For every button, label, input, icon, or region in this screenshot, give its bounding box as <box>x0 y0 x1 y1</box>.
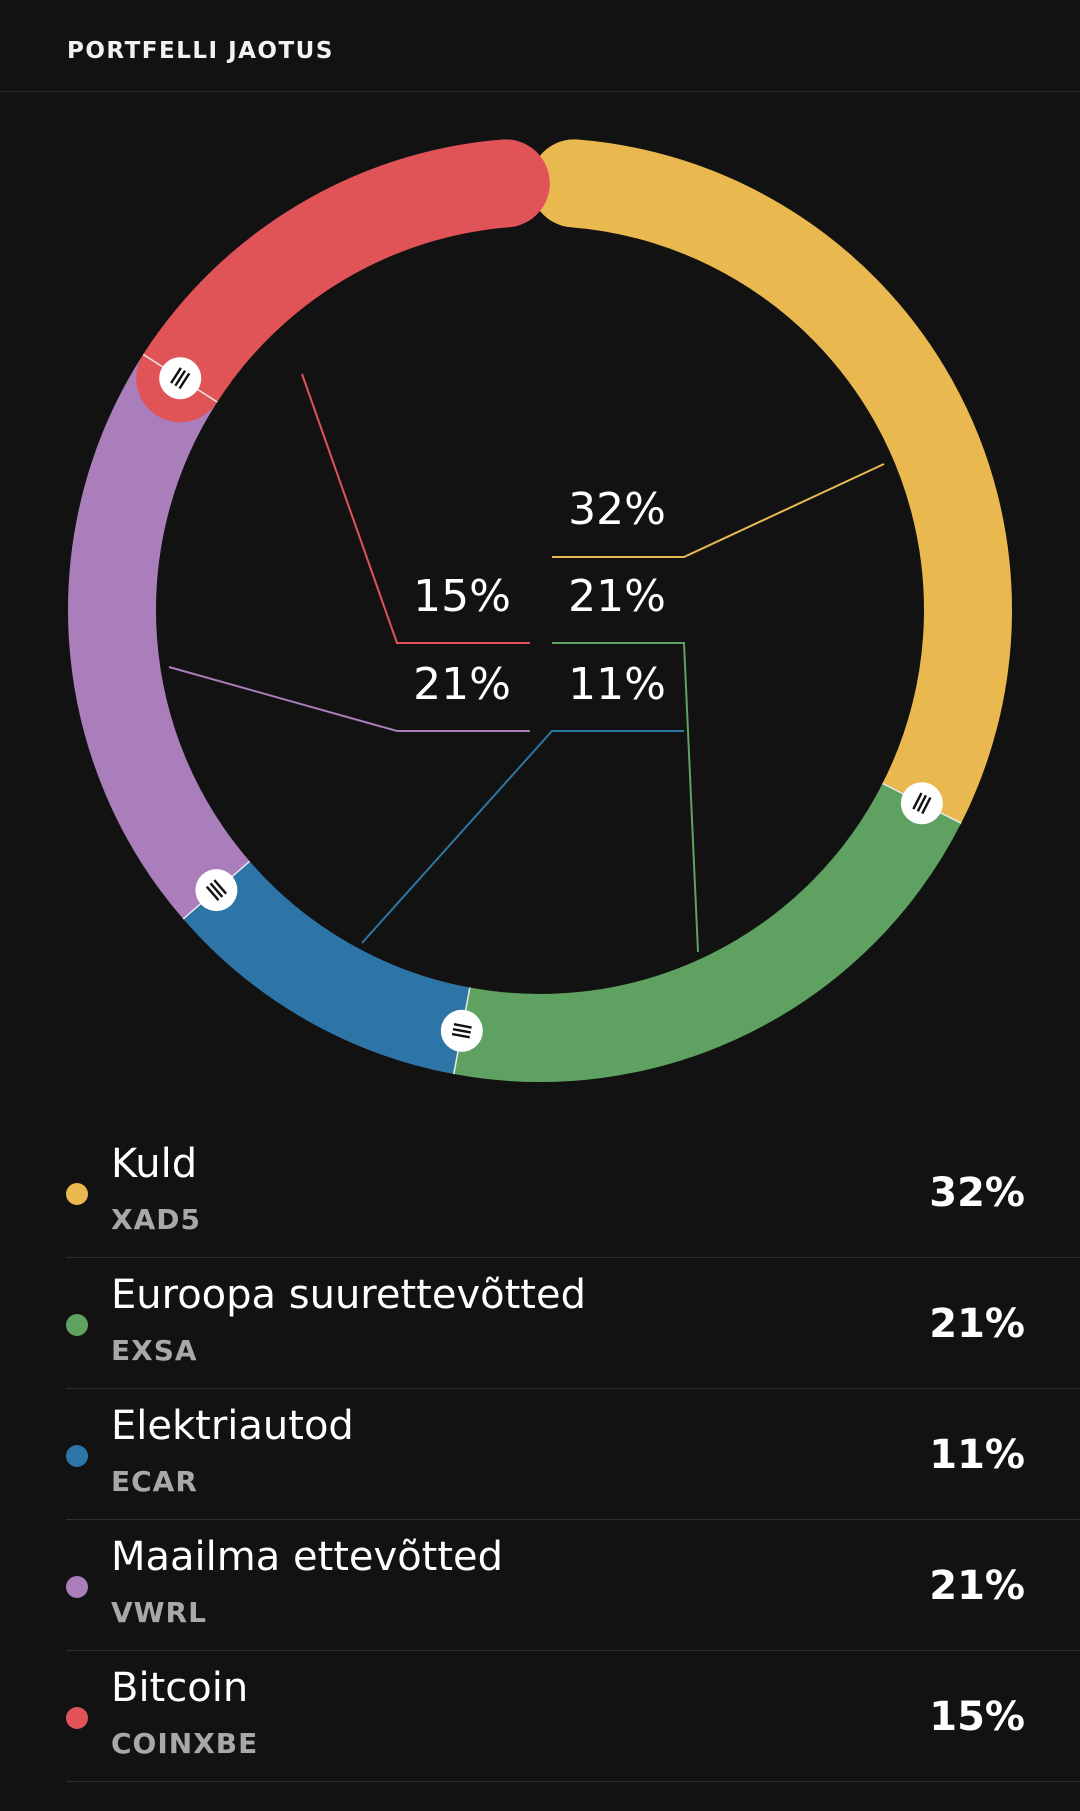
drag-handle-icon[interactable] <box>440 1009 483 1052</box>
donut-slice-exsa[interactable] <box>453 783 962 1082</box>
leader-line-exsa <box>552 642 699 953</box>
color-dot-icon <box>66 1183 88 1205</box>
drag-handle-icon[interactable] <box>159 357 202 400</box>
holding-percent: 21% <box>929 1563 1025 1609</box>
holding-name: Elektriautod <box>111 1403 354 1449</box>
slice-percent-label: 21% <box>568 571 666 622</box>
list-item[interactable]: Bitcoin COINXBE 15% <box>66 1651 1080 1782</box>
donut-slice-ecar[interactable] <box>183 860 471 1075</box>
holding-ticker: COINXBE <box>111 1727 259 1760</box>
holding-name: Kuld <box>111 1141 198 1187</box>
donut-slice-coinxbe[interactable] <box>136 139 550 423</box>
list-item[interactable]: Euroopa suurettevõtted EXSA 21% <box>66 1258 1080 1389</box>
color-dot-icon <box>66 1314 88 1336</box>
color-dot-icon <box>66 1707 88 1729</box>
leader-line-ecar <box>361 730 684 944</box>
donut-slice-xad5[interactable] <box>530 139 1012 848</box>
donut-slice-vwrl[interactable] <box>68 354 250 919</box>
slice-percent-label: 32% <box>568 484 666 535</box>
leader-line-coinxbe <box>301 373 530 644</box>
holding-name: Euroopa suurettevõtted <box>111 1272 586 1318</box>
header: PORTFELLI JAOTUS <box>0 0 1080 92</box>
list-item[interactable]: Kuld XAD5 32% <box>66 1127 1080 1258</box>
holding-name: Bitcoin <box>111 1665 249 1711</box>
drag-handle-icon[interactable] <box>900 782 943 825</box>
holding-percent: 15% <box>929 1694 1025 1740</box>
drag-handle-icon[interactable] <box>195 869 238 912</box>
list-item[interactable]: Elektriautod ECAR 11% <box>66 1389 1080 1520</box>
slice-percent-label: 15% <box>413 571 511 622</box>
page-title: PORTFELLI JAOTUS <box>67 38 334 64</box>
holding-ticker: XAD5 <box>111 1203 201 1236</box>
holding-percent: 32% <box>929 1170 1025 1216</box>
holding-ticker: VWRL <box>111 1596 207 1629</box>
holding-ticker: EXSA <box>111 1334 198 1367</box>
slice-percent-label: 21% <box>413 659 511 710</box>
holding-percent: 11% <box>929 1432 1025 1478</box>
color-dot-icon <box>66 1576 88 1598</box>
allocation-legend: Kuld XAD5 32% Euroopa suurettevõtted EXS… <box>0 1127 1080 1782</box>
leader-line-vwrl <box>168 666 530 732</box>
slice-percent-label: 11% <box>568 659 666 710</box>
allocation-donut-chart: 32% 21% 11% 21% 15% <box>68 139 1012 1082</box>
holding-percent: 21% <box>929 1301 1025 1347</box>
color-dot-icon <box>66 1445 88 1467</box>
holding-name: Maailma ettevõtted <box>111 1534 504 1580</box>
holding-ticker: ECAR <box>111 1465 198 1498</box>
leader-line-xad5 <box>552 463 885 558</box>
list-item[interactable]: Maailma ettevõtted VWRL 21% <box>66 1520 1080 1651</box>
